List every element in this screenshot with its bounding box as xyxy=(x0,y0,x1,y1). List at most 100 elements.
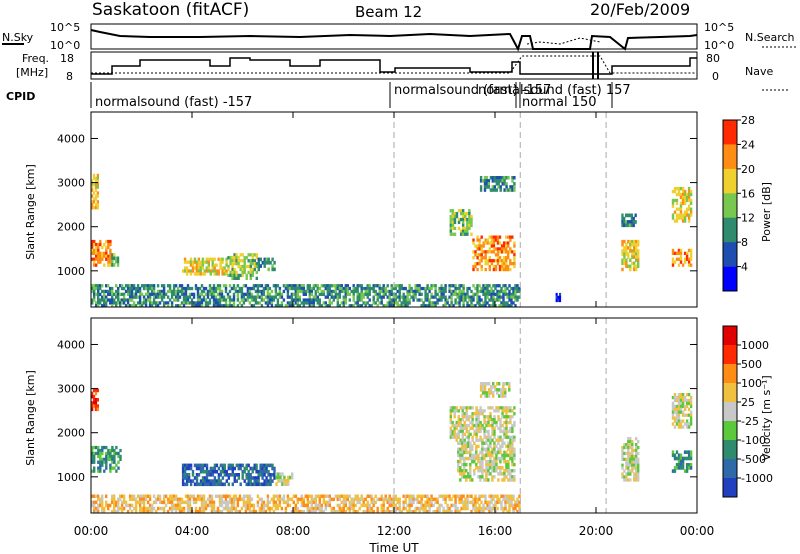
power-cell xyxy=(503,179,506,183)
velocity-cell xyxy=(685,463,689,467)
power-cell xyxy=(414,292,417,296)
velocity-cell xyxy=(490,388,493,392)
velocity-cell xyxy=(332,506,335,511)
velocity-cell xyxy=(238,509,242,514)
power-cell xyxy=(406,295,409,299)
velocity-cell xyxy=(212,506,216,511)
velocity-cell xyxy=(467,444,470,449)
velocity-cell xyxy=(352,503,355,508)
power-cell xyxy=(482,301,485,305)
velocity-cell xyxy=(382,509,385,514)
velocity-cell xyxy=(513,462,516,467)
velocity-cell xyxy=(438,509,441,514)
velocity-cell xyxy=(505,409,508,413)
velocity-cell xyxy=(635,443,638,447)
velocity-cell xyxy=(111,457,114,461)
velocity-colorbar-band-6 xyxy=(723,440,737,460)
power-cell xyxy=(197,266,201,270)
power-cell xyxy=(460,284,463,288)
velocity-cell xyxy=(675,422,679,426)
velocity-cell xyxy=(352,506,355,511)
velocity-cell xyxy=(119,506,122,511)
velocity-cell xyxy=(475,466,478,470)
velocity-cell xyxy=(511,438,514,442)
power-cell xyxy=(200,292,204,296)
power-cell xyxy=(496,295,499,299)
velocity-cell xyxy=(489,450,492,455)
velocity-cell xyxy=(388,494,391,498)
velocity-cell xyxy=(260,500,264,505)
power-cell xyxy=(555,292,558,297)
power-cell xyxy=(366,295,369,299)
power-cell xyxy=(288,304,292,308)
velocity-colorbar-band-4 xyxy=(723,402,737,422)
velocity-cell xyxy=(491,459,494,464)
velocity-cell xyxy=(180,509,184,514)
velocity-cell xyxy=(199,466,203,471)
velocity-cell xyxy=(468,500,471,505)
power-cell xyxy=(513,182,516,186)
power-colorbar-band-1 xyxy=(723,144,737,170)
power-cell xyxy=(679,251,683,255)
power-cell xyxy=(334,286,337,291)
power-cell xyxy=(306,289,309,294)
power-cell xyxy=(637,249,640,253)
power-cell xyxy=(296,298,299,302)
power-cell xyxy=(185,272,189,276)
velocity-cell xyxy=(328,494,331,498)
velocity-cell xyxy=(130,509,134,514)
velocity-cell xyxy=(230,497,234,502)
velocity-cell xyxy=(111,448,114,453)
velocity-cell xyxy=(683,413,687,417)
power-cell xyxy=(457,217,461,222)
velocity-cell xyxy=(176,500,180,505)
power-cell xyxy=(128,292,132,296)
power-cell xyxy=(185,269,189,273)
power-cell xyxy=(225,269,228,273)
velocity-cell xyxy=(465,426,468,431)
power-cell xyxy=(286,304,290,308)
velocity-cell xyxy=(247,476,250,480)
velocity-cell xyxy=(342,500,345,505)
power-cell xyxy=(92,191,96,195)
power-cell xyxy=(342,286,345,291)
power-cell xyxy=(128,286,132,291)
power-colorbar-band-4 xyxy=(723,217,737,243)
velocity-cell xyxy=(408,494,411,498)
power-cell xyxy=(220,289,224,294)
velocity-cell xyxy=(464,497,467,502)
power-cell xyxy=(278,289,282,294)
power-cell xyxy=(255,256,258,260)
velocity-cell xyxy=(279,472,282,477)
velocity-cell xyxy=(681,419,685,423)
velocity-cell xyxy=(300,494,303,498)
power-cell xyxy=(466,212,469,216)
velocity-cell xyxy=(637,475,640,479)
velocity-cell xyxy=(235,463,238,468)
power-cell xyxy=(212,286,216,291)
power-cell xyxy=(170,301,174,305)
velocity-cell xyxy=(113,451,116,456)
velocity-cell xyxy=(473,423,476,428)
velocity-cell xyxy=(465,418,468,422)
velocity-cell xyxy=(101,457,104,461)
power-cell xyxy=(254,284,258,288)
power-cell xyxy=(625,246,628,250)
power-cell xyxy=(689,251,693,255)
power-cell xyxy=(499,185,502,189)
velocity-cell xyxy=(99,497,102,502)
velocity-cell xyxy=(142,497,146,502)
power-cell xyxy=(459,232,463,236)
power-cell xyxy=(512,289,515,294)
power-cell xyxy=(434,284,437,288)
velocity-cell xyxy=(101,500,104,505)
velocity-cell xyxy=(342,509,345,514)
power-cell xyxy=(148,298,152,302)
velocity-cell xyxy=(410,494,413,498)
power-cell xyxy=(124,289,128,294)
velocity-cell xyxy=(362,503,365,508)
power-cell xyxy=(144,298,148,302)
velocity-cell xyxy=(187,473,191,477)
power-cell xyxy=(196,298,200,302)
velocity-cell xyxy=(625,475,628,479)
